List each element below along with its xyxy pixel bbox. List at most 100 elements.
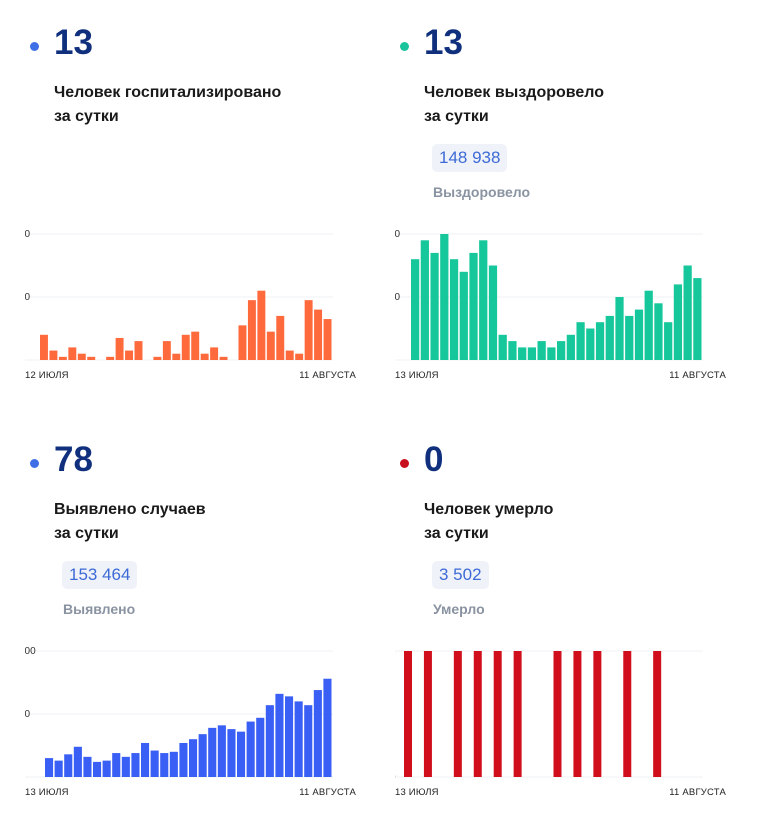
bar — [93, 761, 102, 777]
x-end-label: 11 АВГУСТА — [669, 787, 726, 798]
bar — [653, 651, 662, 777]
bar — [411, 259, 420, 360]
bar — [179, 742, 188, 777]
y-tick-label: 20 — [25, 292, 31, 303]
bar — [160, 753, 169, 777]
bar — [595, 322, 605, 360]
bar — [295, 353, 304, 360]
bar — [576, 322, 585, 360]
bar — [77, 353, 86, 360]
bar — [125, 350, 134, 360]
blue-dot-icon — [30, 459, 39, 468]
y-tick-label: 0 — [395, 772, 396, 783]
bar — [150, 750, 159, 777]
bar — [266, 331, 275, 360]
recovered-total-badge: 148 938 — [432, 144, 508, 172]
bar — [440, 234, 449, 360]
bar — [247, 300, 256, 360]
hospitalized-line2: за сутки — [54, 108, 119, 125]
recovered-line2: за сутки — [424, 108, 489, 125]
x-end-label: 11 АВГУСТА — [669, 370, 726, 381]
bar — [664, 322, 673, 360]
deaths-total-label: Умерло — [433, 601, 485, 617]
recovered-description: Человек выздоровело за сутки — [424, 81, 604, 129]
y-tick-label: 100 — [25, 646, 36, 657]
bar — [208, 727, 217, 777]
bar — [314, 309, 323, 360]
y-tick-label: 1 — [395, 646, 396, 657]
bar — [294, 701, 303, 777]
bar — [547, 347, 556, 360]
bar — [527, 347, 537, 360]
bar — [131, 753, 140, 777]
cases-value: 78 — [54, 440, 93, 479]
bar — [518, 347, 527, 360]
bar — [683, 265, 692, 360]
x-end-label: 11 АВГУСТА — [299, 370, 356, 381]
bar — [673, 284, 683, 360]
bar — [141, 742, 150, 777]
bar — [256, 717, 265, 777]
bar — [313, 690, 322, 777]
bar — [189, 739, 198, 777]
bar — [625, 315, 634, 360]
bar — [102, 760, 111, 777]
deaths-total-badge: 3 502 — [432, 561, 489, 589]
y-tick-label: 20 — [395, 229, 401, 240]
bar — [508, 341, 517, 360]
bar — [40, 334, 48, 360]
deaths-value: 0 — [424, 440, 444, 479]
x-start-label: 13 ИЮЛЯ — [395, 787, 439, 798]
bar — [493, 651, 502, 777]
bar — [469, 252, 478, 360]
y-tick-label: 40 — [25, 229, 31, 240]
bar — [593, 651, 602, 777]
bar — [54, 760, 63, 777]
deaths-line2: за сутки — [424, 525, 489, 542]
x-start-label: 12 ИЮЛЯ — [25, 370, 69, 381]
bar — [276, 315, 285, 360]
bar — [473, 651, 482, 777]
blue-dot-icon — [30, 42, 39, 51]
bar — [453, 651, 462, 777]
recovered-total-label: Выздоровело — [433, 184, 531, 200]
bar — [275, 693, 284, 777]
bar — [693, 278, 702, 360]
bar — [217, 725, 226, 777]
bar — [513, 651, 522, 777]
bar — [115, 337, 124, 360]
bar — [498, 334, 507, 360]
bar — [430, 252, 439, 360]
bar — [623, 651, 632, 777]
hospitalized-description: Человек госпитализировано за сутки — [54, 81, 281, 129]
bar — [285, 696, 294, 777]
recovered-value: 13 — [424, 23, 463, 62]
cases-total-badge: 153 464 — [62, 561, 138, 589]
bar — [479, 240, 488, 360]
bar — [553, 651, 562, 777]
y-tick-label: 10 — [395, 292, 401, 303]
bar — [134, 341, 143, 360]
red-dot-icon — [400, 459, 409, 468]
recovered-line1: Человек выздоровело — [424, 84, 605, 101]
bar — [404, 651, 412, 777]
bar — [181, 334, 190, 360]
hospitalized-line1: Человек госпитализировано — [54, 84, 282, 101]
bar — [237, 731, 246, 777]
x-end-label: 11 АВГУСТА — [299, 787, 356, 798]
teal-dot-icon — [400, 42, 409, 51]
bar — [172, 353, 181, 360]
bar — [566, 334, 575, 360]
hospitalized-value: 13 — [54, 23, 93, 62]
bar — [257, 290, 266, 360]
deaths-line1: Человек умерло — [424, 501, 554, 518]
bar — [323, 678, 332, 777]
bar — [605, 315, 614, 360]
bar — [153, 356, 162, 360]
bar — [654, 303, 663, 360]
cases-total-label: Выявлено — [63, 601, 136, 617]
bar — [459, 271, 468, 360]
bar — [112, 753, 121, 777]
bar — [169, 751, 178, 777]
